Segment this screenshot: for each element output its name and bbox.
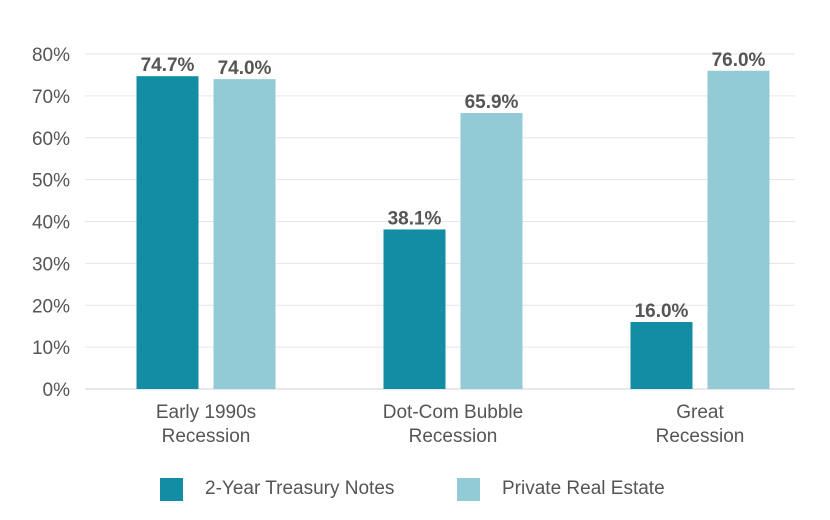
y-tick-label-20: 20%: [32, 296, 70, 317]
legend-label-treasury: 2-Year Treasury Notes: [205, 478, 395, 499]
bar-real-estate-2: [460, 113, 523, 389]
bar-real-estate-3: [707, 70, 770, 389]
legend-swatch-real-estate: [457, 477, 480, 501]
legend: 2-Year Treasury Notes Private Real Estat…: [0, 475, 830, 503]
bar-treasury-2: [383, 229, 446, 389]
x-category-label-2-line-2: Recession: [409, 426, 498, 447]
data-label-real-estate-2: 65.9%: [465, 92, 519, 113]
bar-treasury-3: [630, 322, 693, 389]
y-tick-label-30: 30%: [32, 254, 70, 275]
x-category-label-3-line-2: Recession: [656, 426, 745, 447]
y-tick-label-50: 50%: [32, 171, 70, 192]
y-tick-label-40: 40%: [32, 213, 70, 234]
legend-label-real-estate: Private Real Estate: [502, 478, 665, 499]
x-category-label-1-line-1: Early 1990s: [156, 402, 256, 423]
x-category-label-1-line-2: Recession: [162, 426, 251, 447]
x-category-label-2-line-1: Dot-Com Bubble: [383, 402, 523, 423]
data-label-treasury-2: 38.1%: [388, 208, 442, 229]
y-tick-label-60: 60%: [32, 129, 70, 150]
y-tick-label-80: 80%: [32, 45, 70, 66]
bar-chart: 0% 10% 20% 30% 40% 50% 60% 70% 80% 74.7% 74.0% Earl…: [32, 45, 795, 447]
legend-swatch-treasury: [160, 477, 183, 501]
data-label-treasury-3: 16.0%: [635, 301, 689, 322]
legend-item-treasury: 2-Year Treasury Notes: [160, 475, 394, 503]
bar-treasury-1: [136, 76, 199, 389]
data-label-real-estate-3: 76.0%: [712, 50, 766, 71]
data-label-treasury-1: 74.7%: [141, 55, 195, 76]
y-tick-label-0: 0%: [43, 380, 71, 401]
y-tick-label-10: 10%: [32, 338, 70, 359]
y-tick-label-70: 70%: [32, 87, 70, 108]
x-category-label-3-line-1: Great: [676, 402, 724, 423]
data-label-real-estate-1: 74.0%: [218, 58, 272, 79]
legend-item-real-estate: Private Real Estate: [457, 475, 665, 503]
bar-real-estate-1: [213, 79, 276, 389]
